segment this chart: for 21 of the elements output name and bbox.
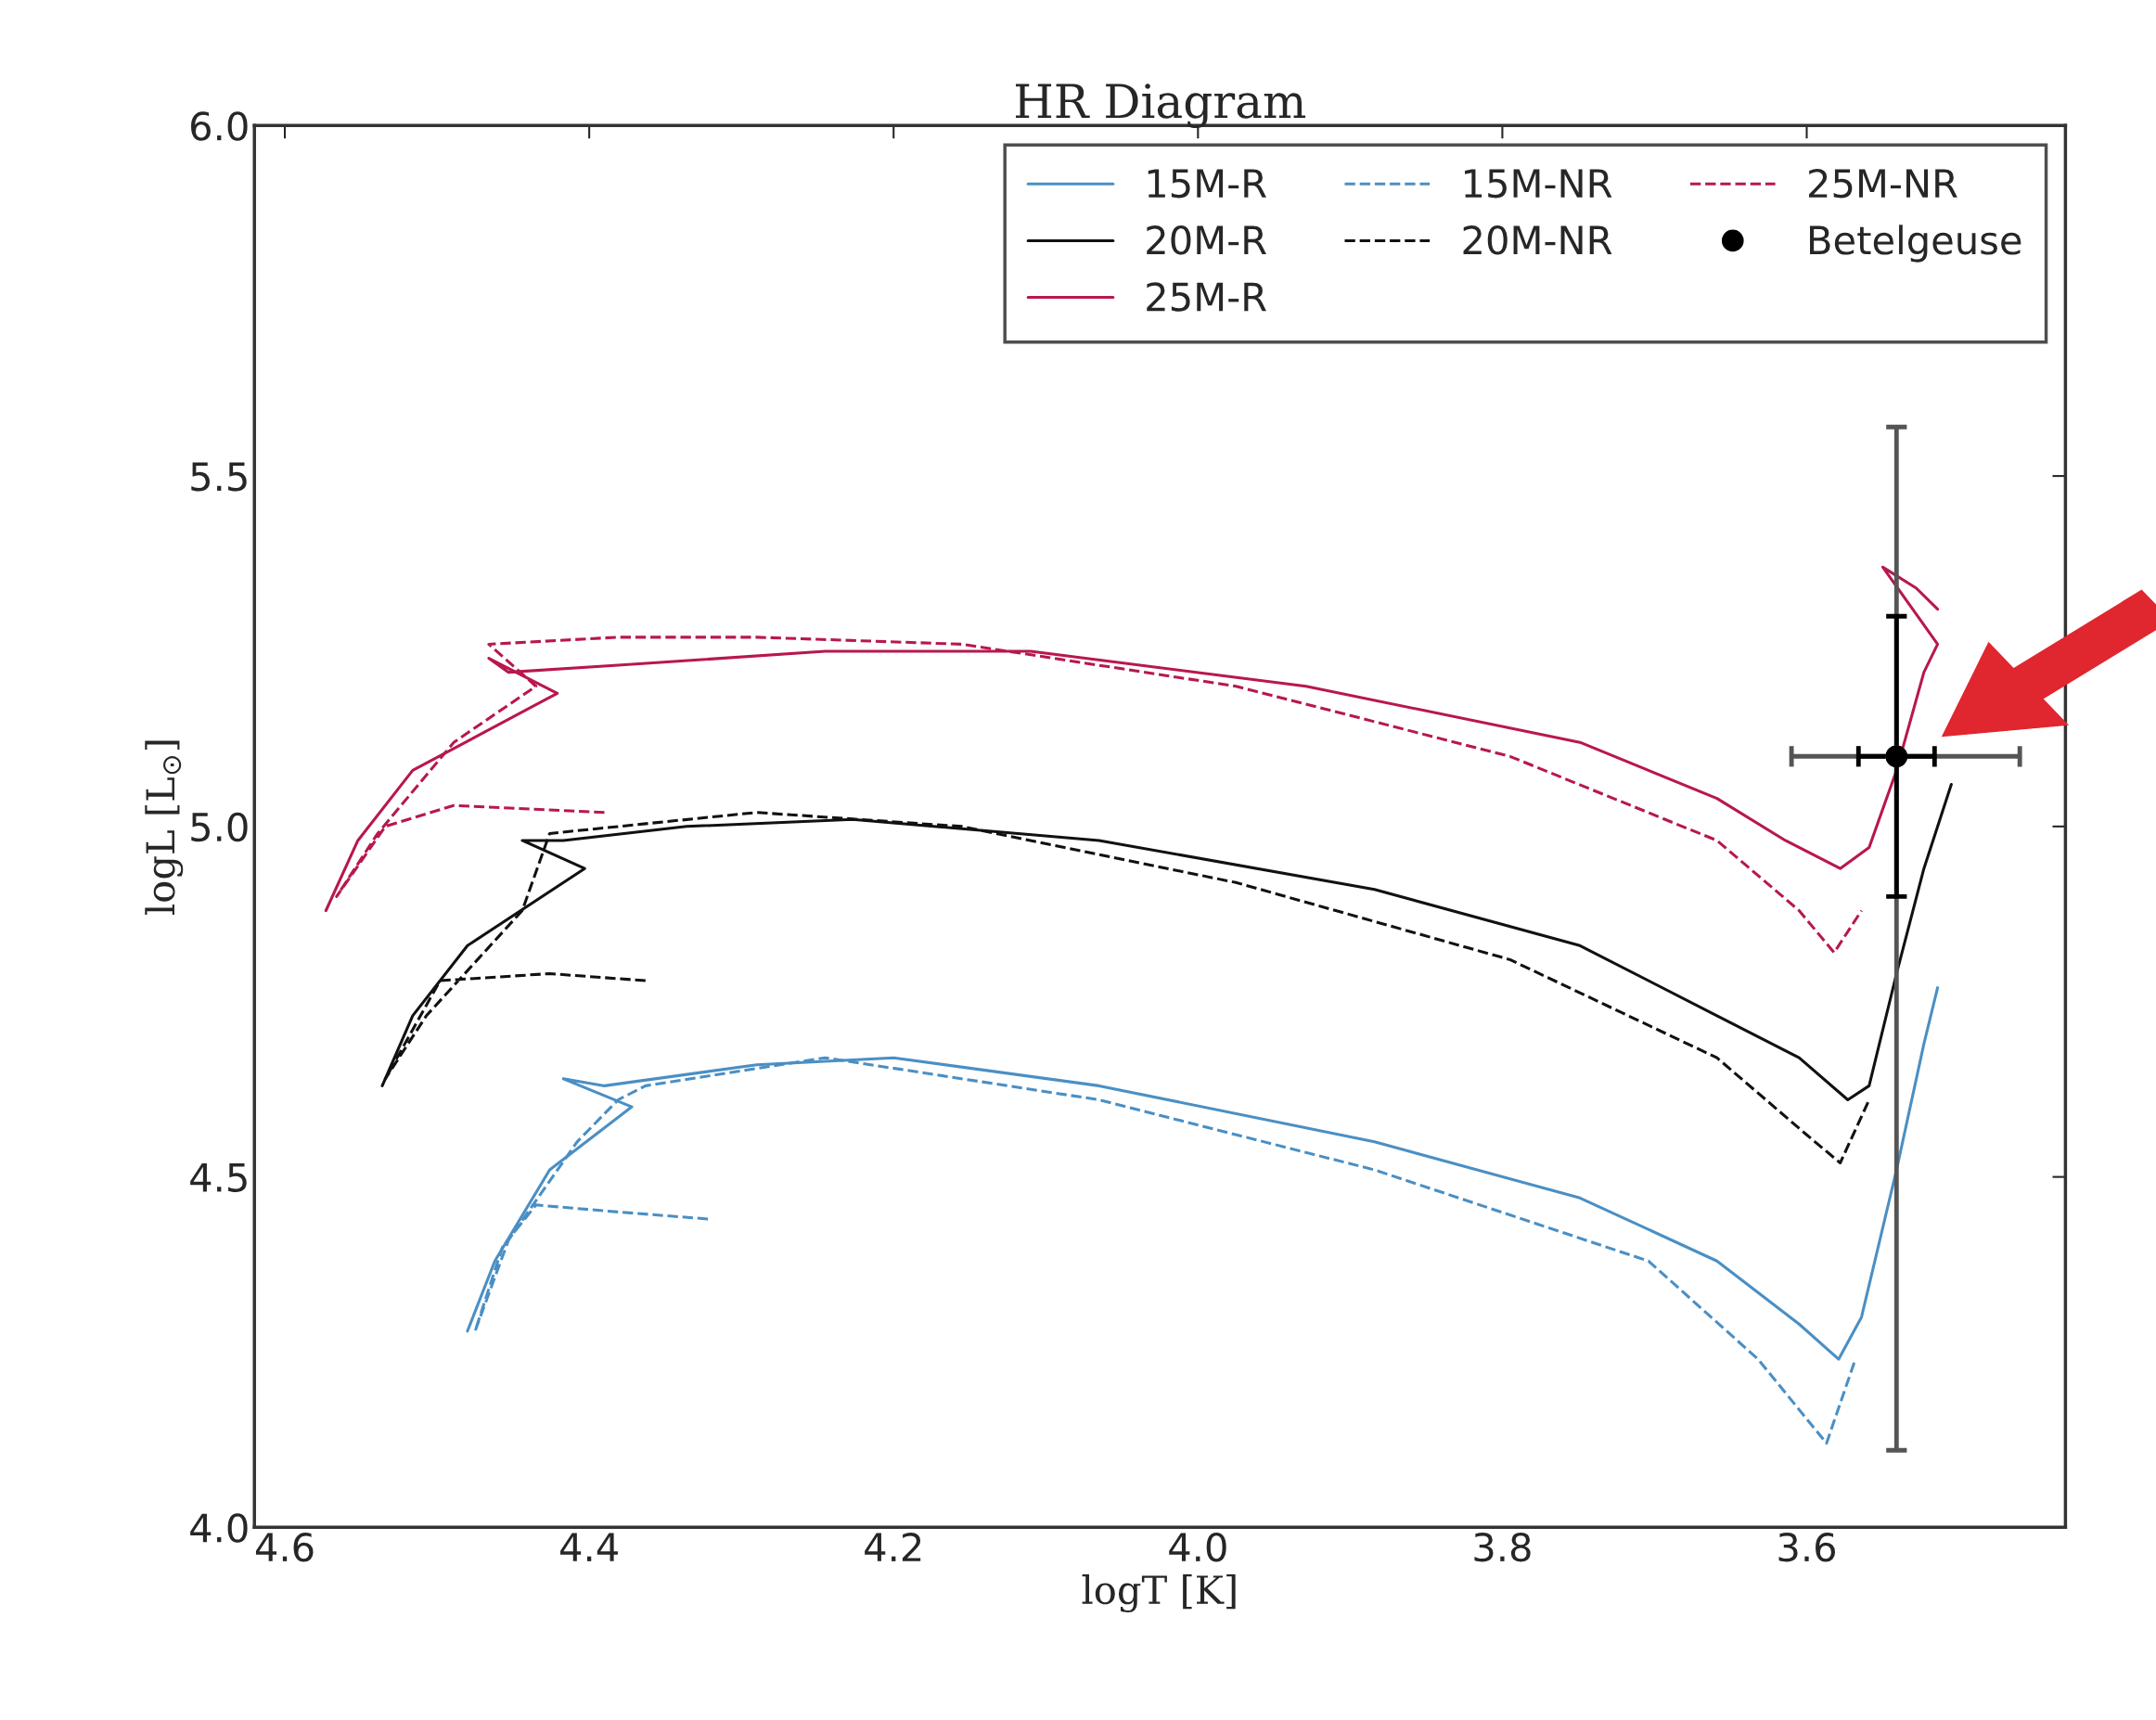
legend-label: 20M-R (1147, 225, 1266, 255)
x-tick-label: 4.6 (255, 1532, 314, 1562)
legend-label: 15M-R (1148, 169, 1266, 199)
y-tick-label: 4.0 (190, 1513, 248, 1543)
chart-title: HR Diagram (1015, 83, 1306, 129)
x-tick-label: 3.6 (1778, 1532, 1836, 1562)
x-tick-label: 3.8 (1474, 1532, 1531, 1562)
y-tick-label: 5.0 (191, 812, 248, 842)
x-tick-label: 4.2 (865, 1532, 921, 1561)
y-tick-label: 4.5 (190, 1163, 247, 1193)
legend-label: 25M-NR (1809, 168, 1957, 199)
x-tick-label: 4.4 (560, 1533, 618, 1561)
y-axis-title: logL [L$_{⊙}$] (145, 740, 184, 915)
x-axis-title: logT [K] (1082, 1574, 1236, 1613)
y-tick-label: 6.0 (191, 111, 248, 141)
legend-label: 15M-NR (1465, 169, 1612, 199)
legend-label: 25M-R (1147, 282, 1266, 312)
x-tick-label: 4.0 (1169, 1532, 1226, 1562)
legend-label: Betelgeuse (1810, 225, 2021, 263)
legend-label: 20M-NR (1463, 225, 1612, 255)
y-tick-label: 5.5 (191, 462, 247, 492)
